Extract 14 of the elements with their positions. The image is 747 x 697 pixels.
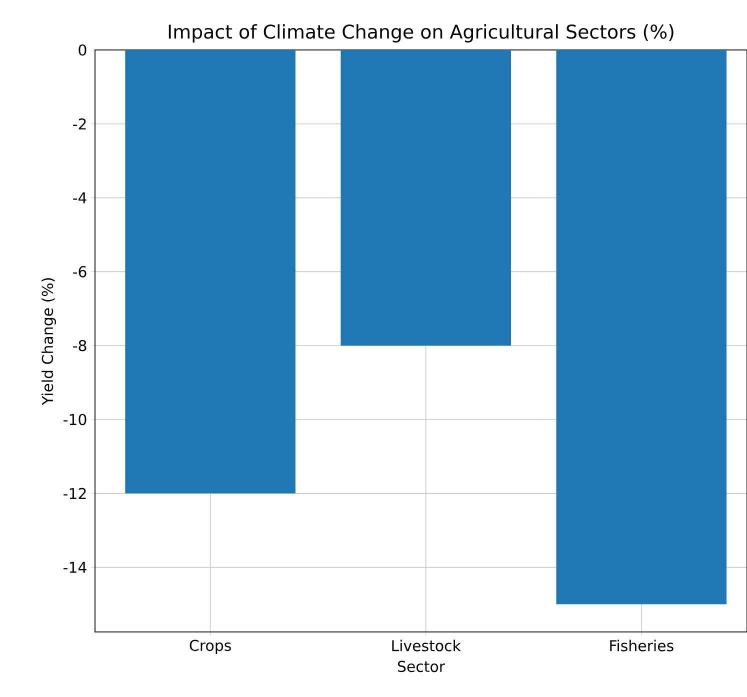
y-tick-label: -10	[64, 414, 86, 426]
y-tick-label: -12	[64, 488, 86, 499]
x-tick-label: Fisheries	[610, 640, 674, 652]
y-tick-label: -2	[73, 118, 86, 130]
x-tick-label: Livestock	[392, 640, 461, 652]
chart-title: Impact of Climate Change on Agricultural Sectors (%)	[168, 24, 674, 42]
y-tick-label: -6	[73, 266, 86, 278]
x-axis-title: Sector	[398, 660, 446, 672]
y-tick-label: 0	[78, 44, 86, 56]
y-axis-title: Yield Change (%)	[42, 278, 56, 406]
y-tick-label: -8	[73, 340, 86, 352]
x-tick-label: Crops	[190, 640, 231, 654]
y-tick-label: -4	[73, 192, 86, 204]
y-tick-label: -14	[64, 562, 86, 573]
